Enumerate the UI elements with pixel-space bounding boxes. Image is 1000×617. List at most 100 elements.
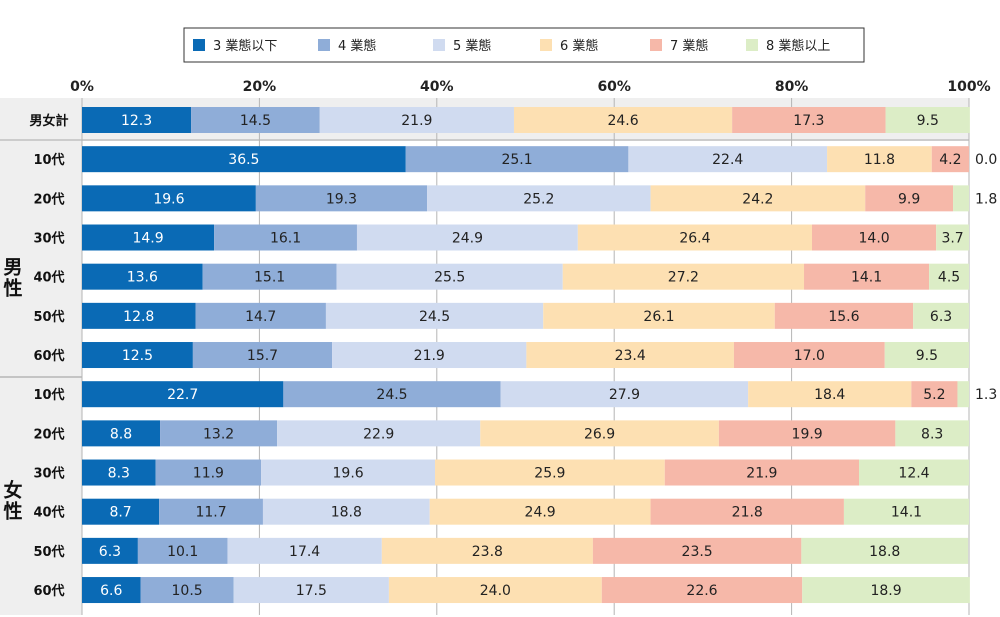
group-label: 性 — [3, 500, 22, 523]
bar-segment — [227, 537, 382, 564]
bar-value-label: 26.9 — [584, 426, 615, 442]
bar-segment — [885, 107, 970, 133]
bar-segment — [336, 263, 563, 290]
legend-swatch — [650, 39, 662, 51]
bar-value-label: 6.3 — [930, 309, 952, 325]
bar-value-label: 9.5 — [916, 348, 938, 364]
bar-value-label: 19.3 — [326, 191, 357, 207]
bar-value-label: 10.1 — [167, 544, 198, 560]
bar-value-label: 19.9 — [792, 426, 823, 442]
bar-segment — [843, 498, 969, 525]
bar-segment — [388, 577, 602, 604]
bar-value-label: 21.8 — [732, 505, 763, 521]
bar-segment — [592, 537, 802, 564]
bar-value-label: 21.9 — [746, 466, 777, 482]
bar-segment — [82, 342, 193, 369]
bar-value-label: 5.2 — [923, 387, 945, 403]
category-label: 60代 — [33, 583, 64, 599]
category-label: 50代 — [33, 544, 64, 560]
bar-segment — [261, 459, 436, 486]
bar-value-label: 24.5 — [376, 387, 407, 403]
legend-swatch — [540, 39, 552, 51]
bar-value-label: 10.5 — [172, 583, 203, 599]
bar-segment — [82, 420, 161, 447]
bar-value-label: 18.8 — [869, 544, 900, 560]
bar-segment — [82, 302, 196, 329]
bar-value-label: 14.9 — [132, 231, 163, 247]
bar-value-label: 3.7 — [941, 231, 963, 247]
category-label: 40代 — [33, 270, 64, 286]
bar-segment — [159, 498, 263, 525]
bar-segment — [748, 381, 912, 408]
legend-swatch — [318, 39, 330, 51]
bar-segment — [325, 302, 544, 329]
bar-value-label: 27.9 — [609, 387, 640, 403]
bar-value-label: 36.5 — [228, 152, 259, 168]
legend-label: 6 業態 — [560, 38, 598, 54]
bar-segment — [543, 302, 775, 329]
category-label: 20代 — [33, 191, 64, 207]
legend-label: 3 業態以下 — [213, 38, 277, 54]
category-label: 30代 — [33, 466, 64, 482]
bar-segment — [137, 537, 228, 564]
bar-segment — [911, 381, 958, 408]
bar-value-label: 11.7 — [195, 505, 226, 521]
bar-segment — [480, 420, 719, 447]
bar-segment — [429, 498, 651, 525]
bar-segment — [82, 224, 215, 251]
legend-swatch — [193, 39, 205, 51]
bar-segment — [233, 577, 389, 604]
bar-segment — [82, 381, 284, 408]
bar-value-label: 25.5 — [434, 270, 465, 286]
bar-value-label: 24.9 — [525, 505, 556, 521]
category-label-column — [0, 141, 82, 615]
bar-value-label: 12.8 — [123, 309, 154, 325]
bar-value-label: 24.5 — [419, 309, 450, 325]
bar-value-label: 4.2 — [939, 152, 961, 168]
bar-segment — [664, 459, 860, 486]
bar-segment — [526, 342, 734, 369]
legend-label: 8 業態以上 — [766, 38, 830, 54]
bar-value-label: 24.0 — [480, 583, 511, 599]
bar-segment — [650, 185, 866, 212]
bar-segment — [801, 537, 969, 564]
x-tick-label: 40% — [420, 79, 454, 95]
bar-segment — [82, 185, 256, 212]
bar-value-label: 25.2 — [523, 191, 554, 207]
category-label: 30代 — [33, 231, 64, 247]
bar-segment — [262, 498, 430, 525]
bar-value-label: 11.8 — [864, 152, 895, 168]
bar-segment — [195, 302, 326, 329]
bar-value-label: 17.5 — [296, 583, 327, 599]
group-label: 性 — [3, 277, 22, 300]
bar-value-label: 16.1 — [270, 231, 301, 247]
bar-value-label: 11.9 — [193, 466, 224, 482]
bar-value-label: 22.4 — [712, 152, 743, 168]
group-label: 男 — [3, 257, 22, 279]
bar-value-label: 8.3 — [921, 426, 943, 442]
bar-value-label: 22.6 — [686, 583, 717, 599]
bar-segment — [804, 263, 930, 290]
category-label: 男女計 — [29, 113, 68, 129]
bar-segment — [865, 185, 954, 212]
bar-segment — [929, 263, 969, 290]
legend-swatch — [746, 39, 758, 51]
bar-value-label: 22.9 — [363, 426, 394, 442]
bar-value-label: 6.6 — [100, 583, 122, 599]
legend-label: 4 業態 — [338, 38, 376, 54]
bar-value-label: 6.3 — [99, 544, 121, 560]
bar-value-label: 24.2 — [742, 191, 773, 207]
bar-segment — [650, 498, 844, 525]
bar-value-label: 8.8 — [110, 426, 132, 442]
bar-segment — [191, 107, 320, 133]
x-tick-label: 20% — [243, 79, 277, 95]
category-label: 20代 — [33, 426, 64, 442]
bar-value-label: 9.9 — [898, 191, 920, 207]
bar-value-label: 26.4 — [679, 231, 710, 247]
bar-segment — [957, 381, 969, 408]
bar-value-label: 15.7 — [247, 348, 278, 364]
bar-value-label: 14.5 — [240, 113, 271, 129]
bar-segment — [884, 342, 969, 369]
bar-value-label: 23.8 — [472, 544, 503, 560]
bar-segment — [802, 577, 970, 604]
